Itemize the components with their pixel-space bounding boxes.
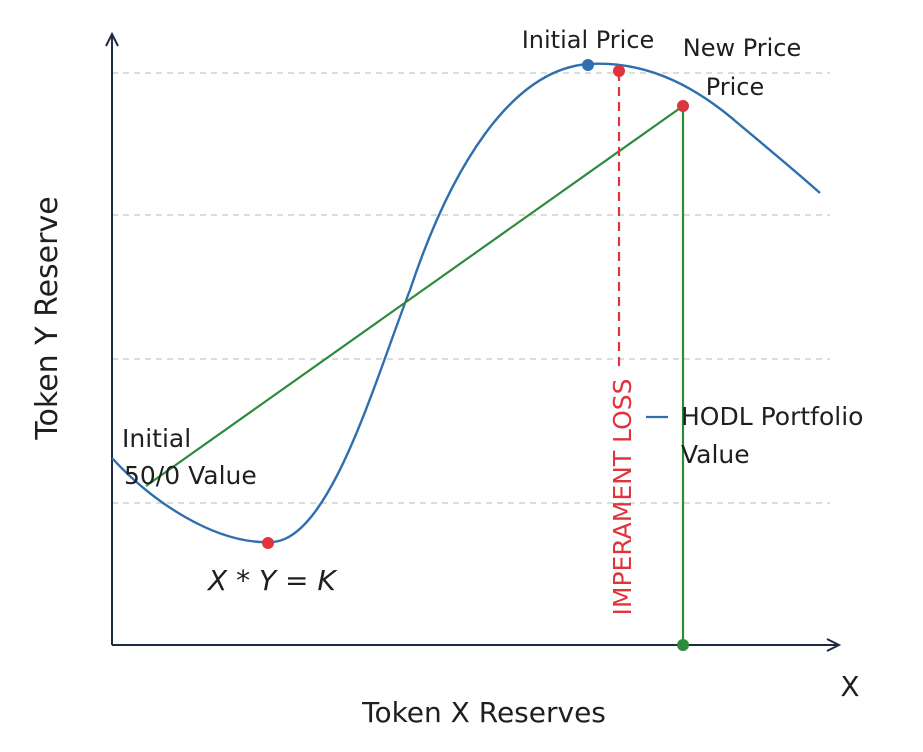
hodl-value-line bbox=[145, 105, 684, 487]
initial-price-label: Initial Price bbox=[522, 26, 655, 54]
x-axis-arrow bbox=[826, 638, 842, 652]
new-price-label-line2: Price bbox=[706, 73, 765, 101]
bonding-curve bbox=[111, 62, 821, 544]
hodl-value-label-line2: Value bbox=[681, 440, 750, 469]
initial-price-point bbox=[582, 59, 594, 71]
hodl-value-label-line1: HODL Portfolio bbox=[681, 402, 863, 431]
x-axis-label: Token X Reserves bbox=[361, 696, 606, 729]
y-axis-label: Token Y Reserve bbox=[30, 196, 65, 440]
y-axis-arrow bbox=[105, 31, 119, 47]
invariant-label: X * Y = K bbox=[206, 564, 338, 597]
axes bbox=[105, 31, 842, 652]
curve-minimum-point bbox=[262, 537, 274, 549]
new-price-point bbox=[613, 65, 625, 77]
impermanent-loss-label: IMPERAMENT LOSS bbox=[608, 378, 637, 615]
initial-value-label-line1: Initial bbox=[122, 424, 191, 453]
initial-value-label-line2: 50/0 Value bbox=[124, 461, 257, 490]
hodl-end-point bbox=[677, 100, 689, 112]
x-axis-point bbox=[677, 639, 689, 651]
new-price-label-line1: New Price bbox=[683, 34, 802, 62]
x-axis-end-label: X bbox=[840, 670, 859, 703]
gridlines bbox=[112, 72, 830, 504]
